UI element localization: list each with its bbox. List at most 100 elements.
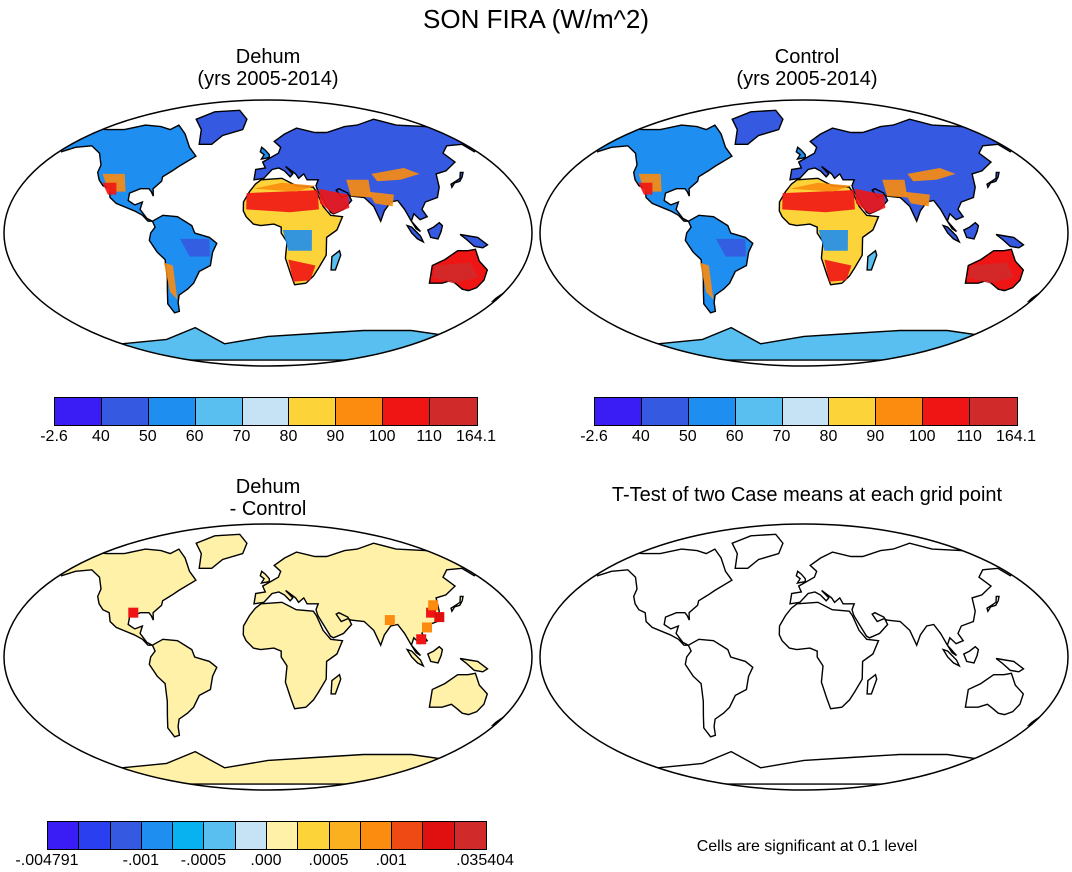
landmass-borneo xyxy=(962,645,980,664)
colorbar-swatch xyxy=(829,398,877,425)
landmass-northAmerica xyxy=(597,548,733,646)
landmass-sumatra xyxy=(405,224,425,244)
colorbar-swatch xyxy=(970,398,1017,425)
landmass-madagascar xyxy=(330,673,342,695)
colorbar-tick-label: 40 xyxy=(91,428,110,445)
field-region xyxy=(699,262,714,300)
colorbar-swatch xyxy=(423,822,455,849)
colorbar-tick-label: .000 xyxy=(250,852,282,869)
landmass-newguinea xyxy=(459,233,489,249)
colorbar-control xyxy=(594,397,1018,426)
panel-title-line1: Dehum xyxy=(235,476,301,498)
field-region xyxy=(253,182,316,192)
map-border xyxy=(539,523,1069,791)
landmass-northAmerica xyxy=(61,548,197,646)
field-region xyxy=(818,230,848,251)
colorbar-tick-label: 60 xyxy=(725,428,744,445)
colorbar-tick-label: 110 xyxy=(416,428,442,445)
field-region xyxy=(282,230,312,251)
panel-title-difference: Dehum - Control xyxy=(118,476,418,520)
landmass-newguinea xyxy=(995,657,1025,673)
colorbar-control-labels: -2.6 40 50 60 70 80 90 100 110 164.1 xyxy=(580,428,1036,448)
landmass-eurasia xyxy=(253,542,486,657)
field-region xyxy=(789,182,852,192)
panel-title-control: Control (yrs 2005-2014) xyxy=(657,46,957,90)
map-dehum xyxy=(3,99,533,367)
landmass-australia xyxy=(428,672,489,716)
map-border xyxy=(3,99,533,367)
landmass-madagascar xyxy=(866,673,878,695)
colorbar-tick-label: 90 xyxy=(326,428,345,445)
colorbar-tick-label: 70 xyxy=(232,428,251,445)
difference-hotspot xyxy=(384,615,395,626)
landmass-northAmerica xyxy=(597,124,733,222)
colorbar-tick-label: 110 xyxy=(956,428,982,445)
field-region xyxy=(968,262,1014,284)
colorbar-tick-label: -.001 xyxy=(122,852,160,869)
landmass-eurasia xyxy=(253,118,486,233)
panel-title-line1: Dehum xyxy=(235,46,301,68)
field-region xyxy=(319,188,350,214)
colorbar-swatch xyxy=(329,822,361,849)
colorbar-swatch xyxy=(360,822,393,849)
field-region xyxy=(782,190,855,213)
landmass-africa xyxy=(242,601,344,710)
colorbar-tick-label: 100 xyxy=(368,428,396,445)
map-border xyxy=(539,99,1069,367)
colorbar-swatch xyxy=(79,822,111,849)
landmass-eurasia xyxy=(789,118,1022,233)
colorbar-swatch xyxy=(454,822,486,849)
landmass-britain xyxy=(795,146,806,161)
landmass-eurasia xyxy=(789,542,1022,657)
colorbar-swatch xyxy=(641,398,689,425)
landmass-antarctica xyxy=(64,750,474,785)
colorbar-tick-label: 164.1 xyxy=(455,428,497,445)
field-region xyxy=(371,168,420,182)
panel-title-ttest: T-Test of two Case means at each grid po… xyxy=(611,484,1003,506)
figure-title: SON FIRA (W/m^2) xyxy=(423,4,649,34)
landmass-madagascar xyxy=(330,249,342,271)
field-region xyxy=(638,182,653,195)
landmass-britain xyxy=(259,570,270,585)
colorbar-swatch xyxy=(110,822,142,849)
landmass-southAmerica xyxy=(148,214,218,314)
colorbar-swatch xyxy=(204,822,236,849)
colorbar-difference xyxy=(47,821,487,850)
landmass-borneo xyxy=(426,645,444,664)
panel-title-line1: Control xyxy=(774,46,840,68)
field-region xyxy=(716,238,746,257)
landmass-southAmerica xyxy=(148,638,218,738)
difference-hotspot xyxy=(128,607,139,618)
colorbar-dehum xyxy=(54,397,478,426)
colorbar-tick-label: .0005 xyxy=(308,852,349,869)
map-ttest xyxy=(539,523,1069,791)
panel-title-line2: - Control xyxy=(229,498,307,520)
landmass-greenland xyxy=(195,109,248,145)
colorbar-swatch xyxy=(242,398,290,425)
colorbar-tick-label: .035404 xyxy=(456,852,514,869)
field-region xyxy=(903,191,930,207)
colorbar-swatch xyxy=(266,822,299,849)
landmass-britain xyxy=(795,570,806,585)
landmass-japan xyxy=(450,595,464,613)
landmass-japan xyxy=(986,595,1000,613)
difference-hotspot xyxy=(434,612,445,623)
colorbar-swatch xyxy=(782,398,830,425)
landmass-antarctica xyxy=(600,326,1010,361)
map-control xyxy=(539,99,1069,367)
landmass-africa xyxy=(778,601,880,710)
field-region xyxy=(882,179,908,198)
colorbar-swatch xyxy=(148,398,196,425)
colorbar-tick-label: .001 xyxy=(375,852,407,869)
colorbar-swatch xyxy=(101,398,149,425)
colorbar-swatch xyxy=(688,398,736,425)
colorbar-swatch xyxy=(383,398,430,425)
difference-hotspot xyxy=(428,600,439,611)
field-region xyxy=(180,238,210,257)
landmass-britain xyxy=(259,146,270,161)
colorbar-swatch xyxy=(392,822,424,849)
colorbar-tick-label: 100 xyxy=(908,428,936,445)
map-difference xyxy=(3,523,533,791)
landmass-southAmerica xyxy=(684,638,754,738)
field-region xyxy=(432,262,478,284)
